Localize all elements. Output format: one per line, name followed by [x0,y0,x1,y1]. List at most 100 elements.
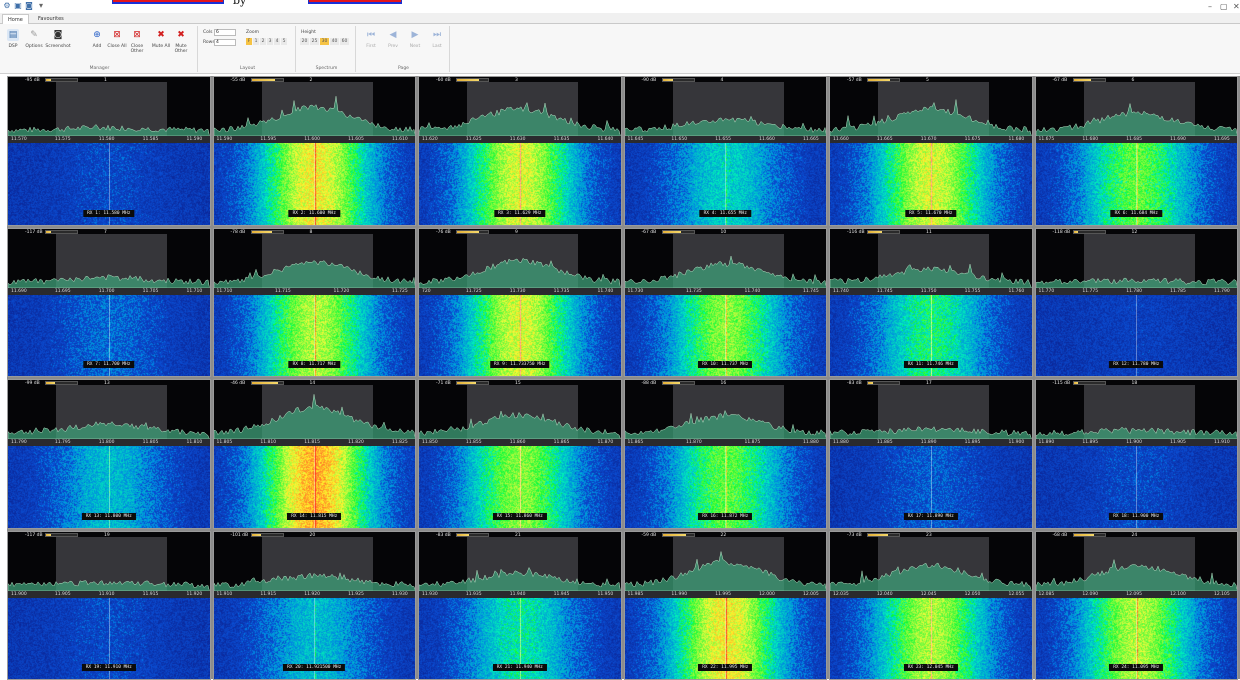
waterfall-view[interactable]: RX 15: 11.860 MHz [419,446,621,528]
cols-select[interactable]: 6 [214,29,236,36]
tab-favourites[interactable]: Favourites [33,14,69,24]
waterfall-view[interactable]: RX 13: 11.800 MHz [8,446,210,528]
options-button[interactable]: ✎Options [23,29,45,61]
waterfall-view[interactable]: RX 20: 11.921500 MHz [214,598,416,680]
dsp-button[interactable]: ▤DSP [2,29,24,61]
close-all-button[interactable]: ⊠Close All [106,29,128,61]
height-25-button[interactable]: 25 [310,38,319,45]
waterfall-view[interactable]: RX 22: 11.995 MHz [625,598,827,680]
quick-access-dropdown-icon[interactable]: ▾ [36,1,46,11]
waterfall-view[interactable]: RX 24: 11.095 MHz [1036,598,1238,680]
zoom-4-button[interactable]: 4 [274,38,280,45]
waterfall-view[interactable]: RX 11: 11.746 MHz [830,295,1032,377]
maximize-icon[interactable]: ▢ [1220,2,1228,11]
first-page-button[interactable]: ⏮First [360,29,382,61]
height-20-button[interactable]: 20 [300,38,309,45]
waterfall-view[interactable]: RX 5: 11.670 MHz [830,143,1032,225]
waterfall-view[interactable]: RX 6: 11.684 MHz [1036,143,1238,225]
zoom-f-button[interactable]: F [246,38,252,45]
zoom-2-button[interactable]: 2 [260,38,266,45]
waterfall-view[interactable]: RX 9: 11.733750 MHz [419,295,621,377]
add-button[interactable]: ⊕Add [86,29,108,61]
waterfall-view[interactable]: RX 10: 11.737 MHz [625,295,827,377]
prev-page-button[interactable]: ◀Prev [382,29,404,61]
mute-other-button[interactable]: ✖Mute Other [170,29,192,61]
waterfall-view[interactable]: RX 17: 11.890 MHz [830,446,1032,528]
waterfall-view[interactable]: RX 19: 11.910 MHz [8,598,210,680]
rows-select[interactable]: 4 [214,39,236,46]
open-folder-icon[interactable]: ▣ [13,1,23,11]
waterfall-view[interactable]: RX 16: 11.872 MHz [625,446,827,528]
waterfall-view[interactable]: RX 1: 11.580 MHz [8,143,210,225]
screenshot-button[interactable]: ◙Screenshot [45,29,71,61]
camera-quick-icon[interactable]: ◙ [24,1,34,11]
waterfall-view[interactable]: RX 4: 11.655 MHz [625,143,827,225]
waterfall-view[interactable]: RX 23: 12.045 MHz [830,598,1032,680]
waterfall-view[interactable]: RX 8: 11.717 MHz [214,295,416,377]
waterfall-view[interactable]: RX 18: 11.900 MHz [1036,446,1238,528]
waterfall-view[interactable]: RX 2: 11.600 MHz [214,143,416,225]
zoom-1-button[interactable]: 1 [253,38,259,45]
tab-home[interactable]: Home [2,14,29,24]
